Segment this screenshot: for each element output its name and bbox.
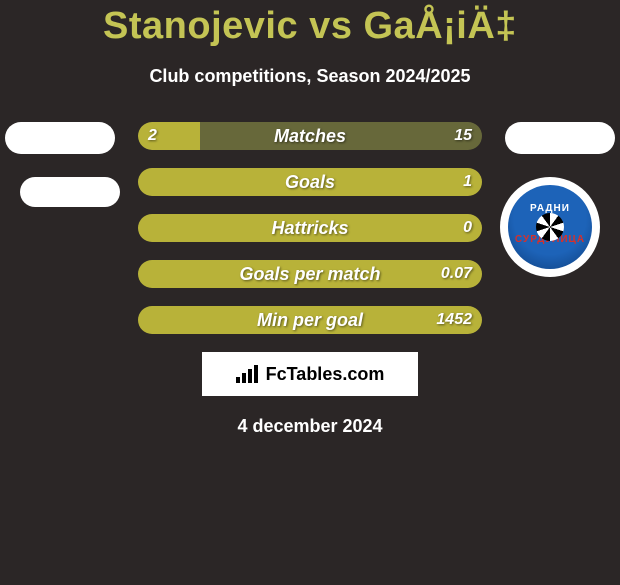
stat-bar: Hattricks0 (138, 214, 482, 242)
team-left-logo (20, 177, 120, 207)
stat-bar: Goals1 (138, 168, 482, 196)
stat-bar: Goals per match0.07 (138, 260, 482, 288)
stat-bar: Min per goal1452 (138, 306, 482, 334)
stat-row: Hattricks0 (138, 214, 482, 242)
fctables-chart-icon (236, 365, 260, 383)
comparison-content: РАДНИ СУРДУЛИЦА 2Matches15 Goals1 Hattrick… (0, 122, 620, 437)
stat-value-right: 1452 (436, 306, 472, 334)
stat-row: Goals per match0.07 (138, 260, 482, 288)
fctables-text: FcTables.com (266, 364, 385, 385)
stat-row: Min per goal1452 (138, 306, 482, 334)
stat-label: Hattricks (138, 214, 482, 242)
stat-value-right: 0.07 (441, 260, 472, 288)
stat-label: Min per goal (138, 306, 482, 334)
stat-label: Matches (138, 122, 482, 150)
fctables-logo[interactable]: FcTables.com (202, 352, 418, 396)
stat-value-right: 1 (463, 168, 472, 196)
club-badge-icon: РАДНИ СУРДУЛИЦА (508, 185, 592, 269)
stat-row: 2Matches15 (138, 122, 482, 150)
stat-row: Goals1 (138, 168, 482, 196)
stat-bar: 2Matches15 (138, 122, 482, 150)
subtitle: Club competitions, Season 2024/2025 (0, 66, 620, 87)
team-right-logo: РАДНИ СУРДУЛИЦА (500, 177, 600, 277)
stat-value-right: 15 (454, 122, 472, 150)
stat-label: Goals (138, 168, 482, 196)
player-right-avatar (505, 122, 615, 154)
stat-bars: 2Matches15 Goals1 Hattricks0 Goals per matc… (138, 122, 482, 334)
stat-value-right: 0 (463, 214, 472, 242)
player-left-avatar (5, 122, 115, 154)
ball-icon (536, 213, 564, 241)
date-text: 4 december 2024 (0, 416, 620, 437)
stat-label: Goals per match (138, 260, 482, 288)
page-title: Stanojevic vs GaÅ¡iÄ‡ (0, 5, 620, 48)
